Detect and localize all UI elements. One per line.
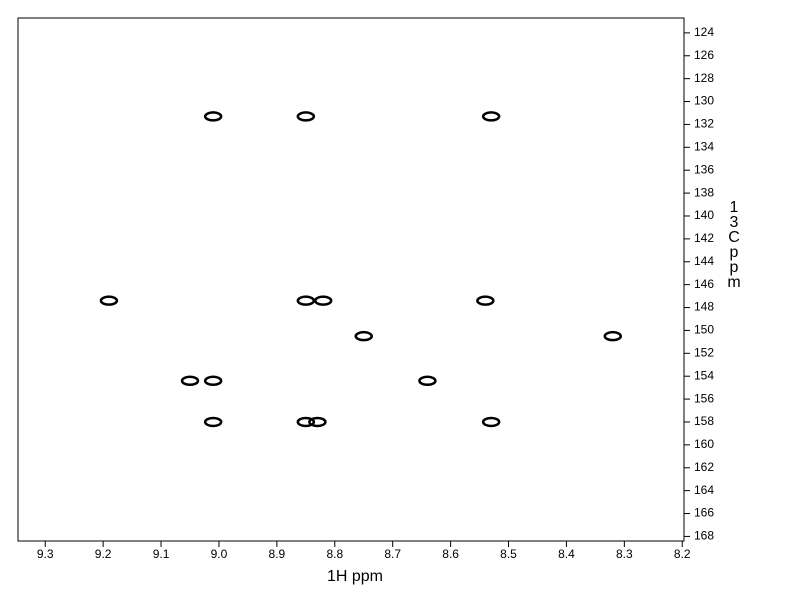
peak <box>481 111 501 122</box>
y-tick-label: 128 <box>694 71 714 85</box>
peak <box>203 416 223 428</box>
peak <box>354 330 373 342</box>
peak <box>296 295 316 306</box>
peak <box>418 375 437 387</box>
y-tick-label: 160 <box>694 437 714 451</box>
y-tick-label: 130 <box>694 94 714 108</box>
y-tick-label: 156 <box>694 391 714 405</box>
x-tick-label: 8.3 <box>616 547 633 561</box>
x-tick-label: 9.1 <box>153 547 170 561</box>
x-tick-label: 9.3 <box>37 547 54 561</box>
y-tick-label: 168 <box>694 529 714 543</box>
y-tick-label: 158 <box>694 414 714 428</box>
peak <box>203 375 223 387</box>
y-tick-label: 146 <box>694 277 714 291</box>
x-tick-label: 8.8 <box>326 547 343 561</box>
peak <box>603 330 623 342</box>
peak <box>313 295 333 306</box>
plot-frame <box>17 17 685 542</box>
x-tick-label: 8.4 <box>558 547 575 561</box>
peak <box>180 375 200 387</box>
y-tick-label: 148 <box>694 300 714 314</box>
peak <box>296 416 316 428</box>
peak <box>476 295 495 306</box>
y-tick-label: 152 <box>694 345 714 359</box>
y-axis-label: 13C ppm <box>727 199 745 291</box>
y-tick-label: 136 <box>694 162 714 176</box>
y-tick-label: 162 <box>694 460 714 474</box>
y-tick-label: 138 <box>694 185 714 199</box>
x-tick-label: 8.6 <box>442 547 459 561</box>
y-tick-label: 124 <box>694 25 714 39</box>
x-tick-label: 9.0 <box>211 547 228 561</box>
y-tick-label: 126 <box>694 48 714 62</box>
peak <box>481 416 501 428</box>
y-tick-label: 132 <box>694 117 714 131</box>
x-tick-label: 8.2 <box>674 547 691 561</box>
x-tick-label: 9.2 <box>95 547 112 561</box>
y-tick-label: 154 <box>694 368 714 382</box>
peak <box>308 416 327 428</box>
y-tick-label: 134 <box>694 139 714 153</box>
y-tick-label: 144 <box>694 254 714 268</box>
y-tick-label: 142 <box>694 231 714 245</box>
y-tick-label: 140 <box>694 208 714 222</box>
x-axis-label: 1H ppm <box>327 568 383 585</box>
y-tick-label: 150 <box>694 323 714 337</box>
x-tick-label: 8.9 <box>269 547 286 561</box>
x-tick-label: 8.7 <box>384 547 401 561</box>
peak <box>296 111 316 122</box>
y-tick-label: 164 <box>694 483 714 497</box>
x-tick-label: 8.5 <box>500 547 517 561</box>
peak <box>99 295 119 306</box>
peak <box>203 111 223 122</box>
y-tick-label: 166 <box>694 506 714 520</box>
